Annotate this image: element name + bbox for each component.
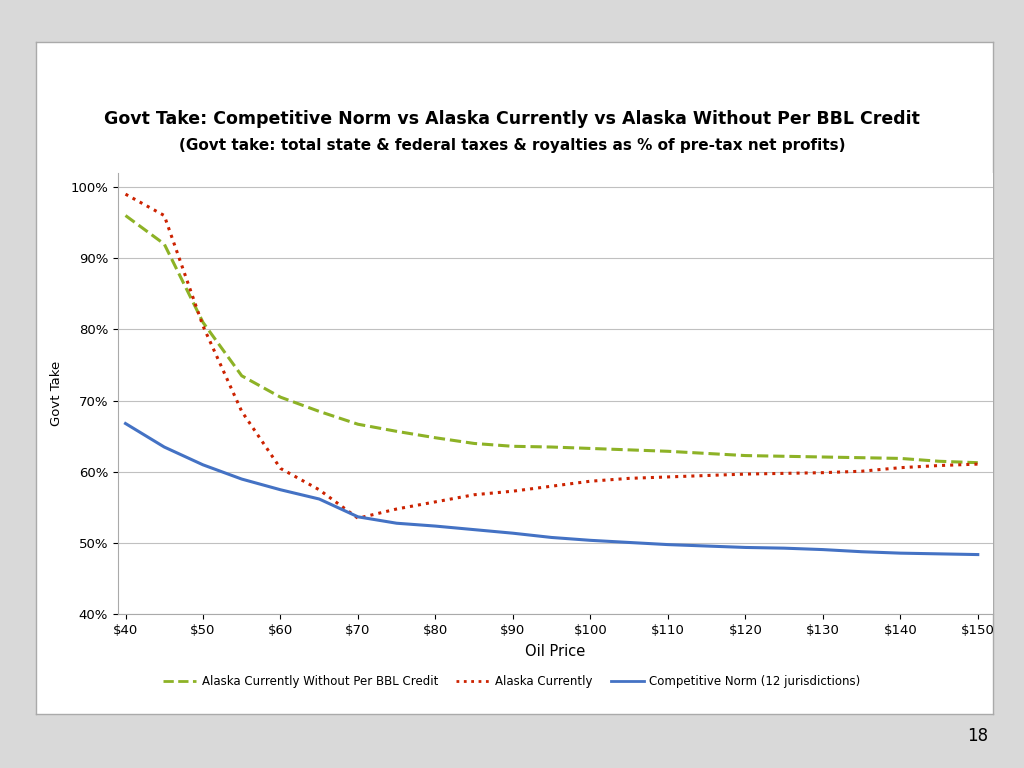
Competitive Norm (12 jurisdictions) xyxy=(972,550,984,559)
Competitive Norm (12 jurisdictions) xyxy=(894,548,906,558)
Alaska Currently Without Per BBL Credit xyxy=(817,452,829,462)
Alaska Currently xyxy=(158,211,170,220)
Alaska Currently xyxy=(468,490,480,499)
Competitive Norm (12 jurisdictions) xyxy=(623,538,635,547)
Alaska Currently xyxy=(855,467,867,476)
Text: (Govt take: total state & federal taxes & royalties as % of pre-tax net profits): (Govt take: total state & federal taxes … xyxy=(179,138,845,154)
Competitive Norm (12 jurisdictions) xyxy=(662,540,674,549)
Alaska Currently xyxy=(236,407,248,416)
Alaska Currently Without Per BBL Credit xyxy=(662,447,674,456)
Competitive Norm (12 jurisdictions) xyxy=(313,495,326,504)
Alaska Currently xyxy=(662,472,674,482)
Competitive Norm (12 jurisdictions) xyxy=(700,541,713,551)
Alaska Currently xyxy=(739,469,752,478)
Alaska Currently xyxy=(429,497,441,506)
Competitive Norm (12 jurisdictions) xyxy=(429,521,441,531)
Alaska Currently Without Per BBL Credit xyxy=(197,318,209,327)
Alaska Currently Without Per BBL Credit xyxy=(468,439,480,448)
Alaska Currently Without Per BBL Credit xyxy=(236,371,248,380)
Alaska Currently xyxy=(700,471,713,480)
Alaska Currently xyxy=(507,487,519,496)
Alaska Currently xyxy=(817,468,829,477)
Alaska Currently Without Per BBL Credit xyxy=(546,442,558,452)
Competitive Norm (12 jurisdictions) xyxy=(817,545,829,554)
Alaska Currently xyxy=(894,463,906,472)
Alaska Currently Without Per BBL Credit xyxy=(352,419,365,429)
Alaska Currently Without Per BBL Credit xyxy=(313,407,326,416)
Competitive Norm (12 jurisdictions) xyxy=(158,442,170,452)
Text: Govt Take: Competitive Norm vs Alaska Currently vs Alaska Without Per BBL Credit: Govt Take: Competitive Norm vs Alaska Cu… xyxy=(104,110,920,128)
Competitive Norm (12 jurisdictions) xyxy=(585,536,597,545)
Competitive Norm (12 jurisdictions) xyxy=(546,533,558,542)
Alaska Currently Without Per BBL Credit xyxy=(120,211,132,220)
Competitive Norm (12 jurisdictions) xyxy=(778,544,791,553)
Alaska Currently Without Per BBL Credit xyxy=(390,427,402,436)
Competitive Norm (12 jurisdictions) xyxy=(933,549,945,558)
Alaska Currently xyxy=(352,514,365,523)
Competitive Norm (12 jurisdictions) xyxy=(274,485,287,495)
X-axis label: Oil Price: Oil Price xyxy=(525,644,586,659)
Alaska Currently Without Per BBL Credit xyxy=(894,454,906,463)
Alaska Currently xyxy=(197,321,209,330)
Text: 18: 18 xyxy=(967,727,988,745)
Competitive Norm (12 jurisdictions) xyxy=(739,543,752,552)
Alaska Currently Without Per BBL Credit xyxy=(855,453,867,462)
Y-axis label: Govt Take: Govt Take xyxy=(50,361,63,426)
Alaska Currently xyxy=(623,474,635,483)
Alaska Currently xyxy=(933,461,945,470)
Alaska Currently xyxy=(390,505,402,514)
Alaska Currently xyxy=(120,190,132,199)
Alaska Currently Without Per BBL Credit xyxy=(429,433,441,442)
Competitive Norm (12 jurisdictions) xyxy=(120,419,132,428)
Alaska Currently Without Per BBL Credit xyxy=(158,240,170,249)
Alaska Currently Without Per BBL Credit xyxy=(623,445,635,455)
Legend: Alaska Currently Without Per BBL Credit, Alaska Currently, Competitive Norm (12 : Alaska Currently Without Per BBL Credit,… xyxy=(159,670,865,693)
Alaska Currently Without Per BBL Credit xyxy=(778,452,791,461)
Competitive Norm (12 jurisdictions) xyxy=(197,460,209,469)
Alaska Currently xyxy=(778,468,791,478)
Alaska Currently xyxy=(546,482,558,491)
Competitive Norm (12 jurisdictions) xyxy=(507,528,519,538)
Competitive Norm (12 jurisdictions) xyxy=(236,475,248,484)
Alaska Currently xyxy=(585,477,597,486)
Competitive Norm (12 jurisdictions) xyxy=(468,525,480,535)
Alaska Currently Without Per BBL Credit xyxy=(972,458,984,467)
Alaska Currently xyxy=(313,485,326,495)
Alaska Currently Without Per BBL Credit xyxy=(739,451,752,460)
Line: Alaska Currently: Alaska Currently xyxy=(126,194,978,518)
Alaska Currently xyxy=(972,459,984,468)
Alaska Currently Without Per BBL Credit xyxy=(507,442,519,451)
Line: Alaska Currently Without Per BBL Credit: Alaska Currently Without Per BBL Credit xyxy=(126,216,978,462)
Competitive Norm (12 jurisdictions) xyxy=(352,512,365,521)
Alaska Currently Without Per BBL Credit xyxy=(585,444,597,453)
Line: Competitive Norm (12 jurisdictions): Competitive Norm (12 jurisdictions) xyxy=(126,423,978,554)
Alaska Currently Without Per BBL Credit xyxy=(274,392,287,402)
Alaska Currently Without Per BBL Credit xyxy=(933,457,945,466)
Alaska Currently Without Per BBL Credit xyxy=(700,449,713,458)
Alaska Currently xyxy=(274,464,287,473)
Competitive Norm (12 jurisdictions) xyxy=(390,518,402,528)
Competitive Norm (12 jurisdictions) xyxy=(855,547,867,556)
